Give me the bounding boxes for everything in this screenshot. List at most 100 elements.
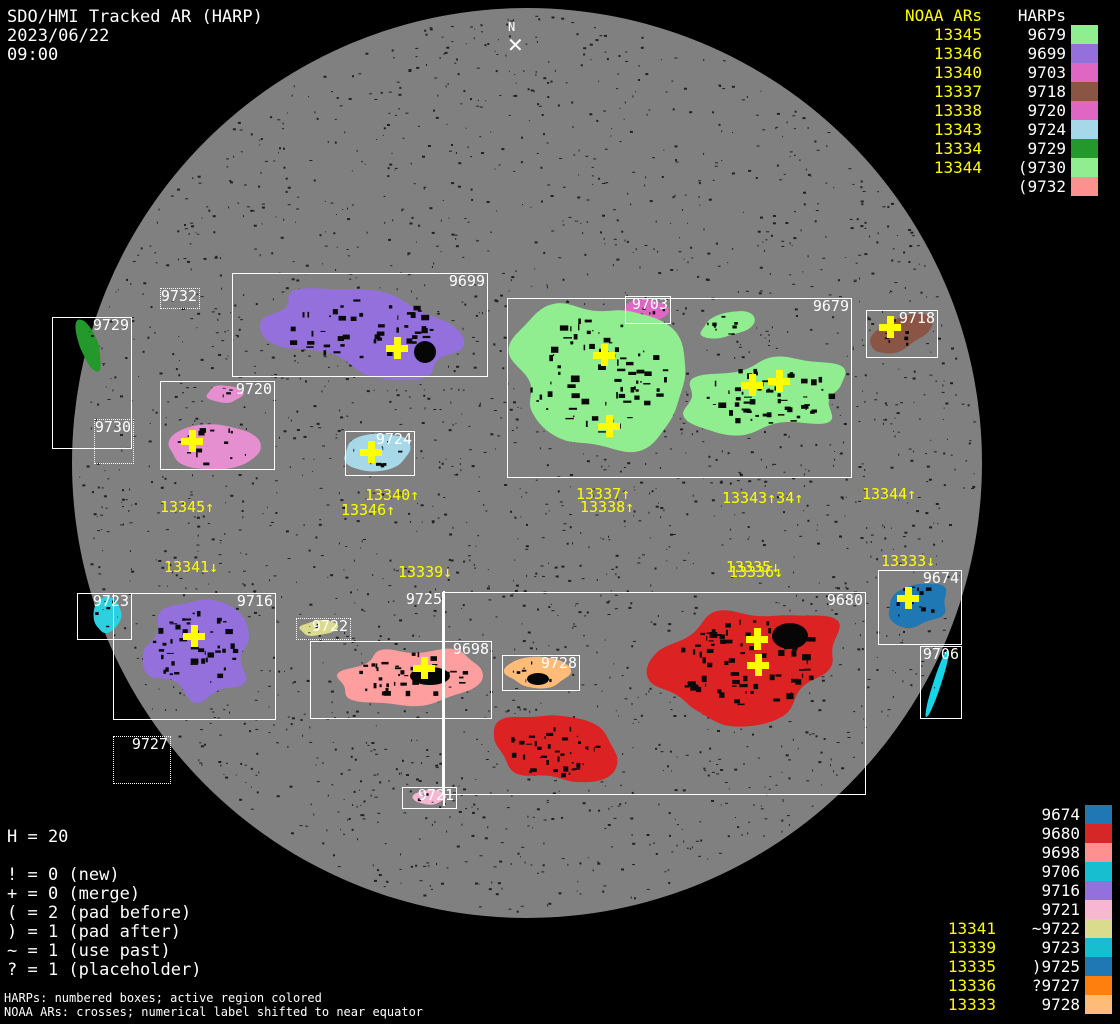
legend-harp-number: 9724: [1027, 120, 1066, 139]
active-region-9679: [683, 356, 846, 436]
legend-noaa-number: 13341: [947, 919, 996, 938]
harp-box-label: 9698: [452, 640, 489, 658]
harp-box-9721[interactable]: 9721: [402, 787, 457, 809]
legend-noaa-number: 13334: [933, 139, 982, 158]
north-pole-marker-icon: ✕: [507, 33, 524, 57]
harp-box-label: 9674: [922, 569, 959, 587]
legend-noaa-number: 13333: [947, 995, 996, 1014]
noaa-ar-label: 13336↓: [729, 563, 784, 581]
legend-row[interactable]: 13334 9729: [886, 139, 1098, 158]
legend-color-swatch: [1071, 120, 1098, 139]
legend-harp-number: 9680: [1041, 824, 1080, 843]
active-region-9699: [259, 288, 465, 381]
legend-color-swatch: [1085, 900, 1112, 919]
legend-harp-number: 9723: [1041, 938, 1080, 957]
harp-box-label: 9727: [131, 735, 168, 753]
noaa-ar-cross-marker: [741, 374, 763, 396]
legend-top-headers: NOAA ARs HARPs: [886, 6, 1098, 25]
harp-box-9674[interactable]: 9674: [878, 570, 962, 645]
harp-box-9698[interactable]: 9698: [310, 641, 492, 719]
harp-box-9706[interactable]: 9706: [920, 646, 962, 719]
harp-box-9703[interactable]: 9703: [625, 296, 671, 324]
legend-noaa-number: 13340: [933, 63, 982, 82]
legend-row[interactable]: 9698: [900, 843, 1112, 862]
noaa-ar-label: 13344↑: [862, 485, 917, 503]
noaa-ar-label: 13346↑: [341, 501, 396, 519]
flag-count-line: + = 0 (merge): [7, 884, 141, 904]
legend-color-swatch: [1071, 158, 1098, 177]
title-text: SDO/HMI Tracked AR (HARP): [7, 7, 263, 27]
legend-noaa-number: 13335: [947, 957, 996, 976]
legend-row[interactable]: 13333 9728: [900, 995, 1112, 1014]
legend-color-swatch: [1085, 976, 1112, 995]
harp-box-9729[interactable]: 9729: [52, 317, 132, 449]
legend-noaa-number: 13345: [933, 25, 982, 44]
legend-noaa-number: 13344: [933, 158, 982, 177]
noaa-ar-cross-marker: [768, 370, 790, 392]
flag-count-line: ! = 0 (new): [7, 865, 120, 885]
legend-noaa-number: 13336: [947, 976, 996, 995]
harp-box-9679[interactable]: 9679: [507, 298, 852, 478]
harp-box-9680[interactable]: 9680: [442, 592, 866, 795]
harp-box-9699[interactable]: 9699: [232, 273, 488, 377]
legend-noaa-number: 13338: [933, 101, 982, 120]
legend-harp-number: )9725: [1031, 957, 1080, 976]
legend-harp-number: ~9722: [1031, 919, 1080, 938]
legend-row[interactable]: 13335 )9725: [900, 957, 1112, 976]
harp-box-label: 9728: [540, 654, 577, 672]
flag-count-line: ~ = 1 (use past): [7, 941, 171, 961]
legend-row[interactable]: 13340 9703: [886, 63, 1098, 82]
harp-box-label: 9723: [92, 592, 129, 610]
harp-box-label: 9725: [405, 590, 442, 608]
legend-harp-number: 9679: [1027, 25, 1066, 44]
legend-row[interactable]: 13336 ?9727: [900, 976, 1112, 995]
harp-box-9718[interactable]: 9718: [866, 310, 938, 358]
active-region-9728: [503, 656, 572, 689]
legend-color-swatch: [1071, 44, 1098, 63]
legend-row[interactable]: 13346 9699: [886, 44, 1098, 63]
legend-row[interactable]: 13345 9679: [886, 25, 1098, 44]
legend-harp-number: 9729: [1027, 139, 1066, 158]
harp-box-label: 9699: [448, 272, 485, 290]
legend-row[interactable]: 13339 9723: [900, 938, 1112, 957]
harp-box-9725[interactable]: 9725: [406, 591, 445, 806]
active-region-9706: [925, 650, 949, 718]
flag-count-line: ( = 2 (pad before): [7, 903, 192, 923]
harp-box-9723[interactable]: 9723: [77, 593, 132, 640]
harp-box-9722[interactable]: 9722: [296, 618, 351, 640]
legend-noaa-number: 13337: [933, 82, 982, 101]
legend-row[interactable]: 9716: [900, 881, 1112, 900]
harp-box-9730[interactable]: 9730: [94, 419, 134, 464]
harp-box-label: 9722: [311, 617, 348, 635]
legend-row[interactable]: 9674: [900, 805, 1112, 824]
legend-row[interactable]: 9680: [900, 824, 1112, 843]
legend-row[interactable]: 13338 9720: [886, 101, 1098, 120]
harp-box-9716[interactable]: 9716: [113, 593, 276, 720]
legend-row[interactable]: 13343 9724: [886, 120, 1098, 139]
harp-box-label: 9729: [92, 316, 129, 334]
legend-row[interactable]: 13341 ~9722: [900, 919, 1112, 938]
legend-row[interactable]: 9721: [900, 900, 1112, 919]
legend-row[interactable]: 9706: [900, 862, 1112, 881]
harp-box-9720[interactable]: 9720: [160, 381, 275, 470]
noaa-ar-label: 13335↓: [726, 558, 781, 576]
harp-box-label: 9718: [898, 309, 935, 327]
legend-row[interactable]: (9732: [886, 177, 1098, 196]
harp-box-9728[interactable]: 9728: [502, 655, 580, 691]
legend-color-swatch: [1085, 843, 1112, 862]
legend-row[interactable]: 13344 (9730: [886, 158, 1098, 177]
harp-box-9732[interactable]: 9732: [160, 288, 200, 309]
noaa-ar-label: 13333↓: [881, 552, 936, 570]
harp-box-9727[interactable]: 9727: [113, 736, 171, 784]
noaa-ar-label: 13338↑: [580, 498, 635, 516]
legend-harp-number: 9699: [1027, 44, 1066, 63]
harp-count-line: H = 20: [7, 827, 69, 847]
active-region-9718: [870, 313, 933, 354]
active-region-9698: [336, 648, 483, 707]
legend-color-swatch: [1085, 957, 1112, 976]
legend-row[interactable]: 13337 9718: [886, 82, 1098, 101]
noaa-ar-label: 13341↓: [164, 558, 219, 576]
harp-box-9724[interactable]: 9724: [345, 431, 415, 476]
